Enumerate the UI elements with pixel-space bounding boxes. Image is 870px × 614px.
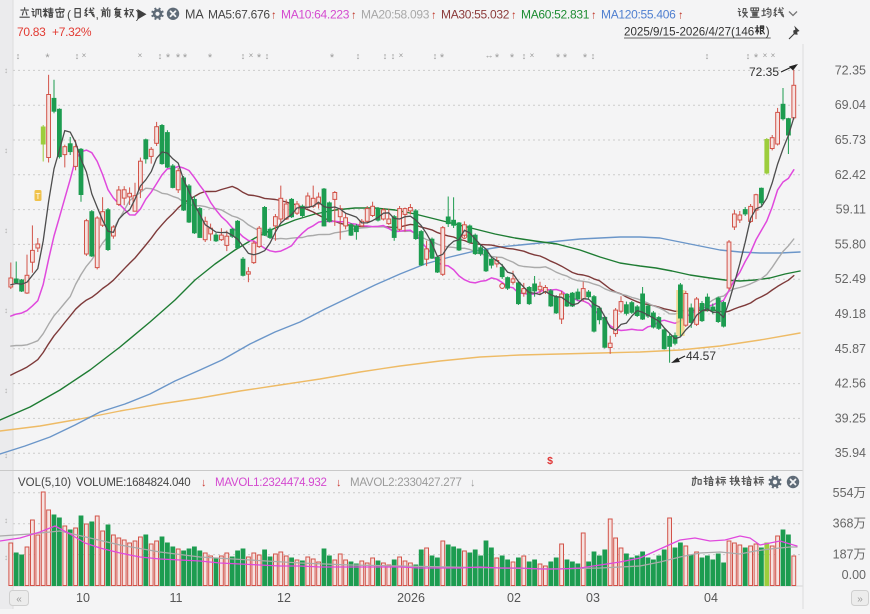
svg-text:↕: ↕ (16, 51, 21, 61)
svg-text:*: * (45, 52, 50, 64)
svg-text:↕: ↕ (4, 516, 8, 525)
svg-text:*: * (330, 52, 335, 64)
svg-text:70.83: 70.83 (17, 25, 46, 39)
svg-text:↕: ↕ (4, 226, 8, 235)
svg-text:↕: ↕ (4, 66, 8, 75)
svg-text:35.94: 35.94 (835, 446, 866, 460)
svg-text:03: 03 (586, 591, 600, 605)
svg-text:×: × (399, 51, 404, 60)
svg-text:↕: ↕ (522, 51, 527, 61)
svg-text:T: T (36, 192, 41, 201)
svg-text:04: 04 (704, 591, 718, 605)
svg-text:×: × (82, 51, 87, 60)
svg-text:↓: ↓ (470, 477, 476, 489)
svg-text:*: * (440, 52, 445, 64)
svg-text:↓: ↓ (336, 477, 342, 489)
svg-text:↕: ↕ (4, 553, 8, 562)
svg-text:02: 02 (507, 591, 521, 605)
svg-text:↕: ↕ (433, 51, 438, 61)
svg-text:«: « (16, 594, 22, 605)
svg-text:62.42: 62.42 (835, 168, 866, 182)
svg-text:72.35: 72.35 (749, 65, 779, 79)
svg-text:*: * (495, 52, 500, 64)
svg-text:MA20:58.093: MA20:58.093 (361, 8, 430, 22)
svg-text:10: 10 (76, 591, 90, 605)
svg-text:MAVOL2:2330427.277: MAVOL2:2330427.277 (350, 477, 462, 489)
svg-text:↑: ↑ (271, 10, 277, 22)
svg-text:*: * (257, 52, 262, 64)
svg-text:↕: ↕ (241, 51, 246, 61)
svg-text:2026: 2026 (397, 591, 425, 605)
svg-text:×: × (249, 51, 254, 60)
svg-text:554万: 554万 (833, 486, 866, 500)
svg-text:39.25: 39.25 (835, 411, 866, 425)
svg-text:44.57: 44.57 (686, 349, 716, 363)
svg-text:65.73: 65.73 (835, 133, 866, 147)
svg-text:*: * (563, 52, 568, 64)
svg-text:↕: ↕ (75, 51, 80, 61)
svg-text:↔: ↔ (485, 50, 494, 60)
svg-text:*: * (208, 52, 213, 64)
svg-text:*: * (166, 52, 171, 64)
svg-text:»: » (857, 594, 863, 605)
svg-text:↑: ↑ (511, 10, 517, 22)
svg-text:↕: ↕ (265, 51, 270, 61)
svg-text:MA10:64.223: MA10:64.223 (281, 8, 350, 22)
svg-text:MA30:55.032: MA30:55.032 (441, 8, 510, 22)
svg-text:52.49: 52.49 (835, 272, 866, 286)
svg-text:×: × (771, 51, 776, 60)
svg-text:): ) (766, 27, 770, 39)
svg-text:69.04: 69.04 (835, 98, 866, 112)
svg-text:VOL(5,10): VOL(5,10) (18, 477, 71, 489)
svg-text:0.00: 0.00 (842, 568, 866, 582)
svg-text:MA120:55.406: MA120:55.406 (601, 8, 676, 22)
svg-text:×: × (138, 51, 143, 60)
svg-text:59.11: 59.11 (836, 203, 866, 217)
svg-text:↓: ↓ (201, 477, 207, 489)
svg-text:,: , (96, 8, 99, 22)
svg-text:12: 12 (277, 591, 291, 605)
svg-text:↑: ↑ (431, 10, 437, 22)
svg-text:2025/9/15-2026/4/27(146: 2025/9/15-2026/4/27(146 (624, 26, 754, 39)
svg-text:↑: ↑ (591, 10, 597, 22)
svg-text:45.87: 45.87 (835, 342, 866, 356)
svg-text:↕: ↕ (591, 51, 596, 61)
svg-text:↕: ↕ (383, 51, 388, 61)
svg-text:VOLUME:1684824.040: VOLUME:1684824.040 (76, 477, 190, 489)
svg-text:72.35: 72.35 (835, 63, 866, 77)
svg-text:368万: 368万 (833, 517, 866, 531)
svg-text:MAVOL1:2324474.932: MAVOL1:2324474.932 (215, 477, 327, 489)
svg-text:187万: 187万 (833, 548, 866, 562)
svg-text:↕: ↕ (746, 51, 751, 61)
svg-text:↕: ↕ (705, 51, 710, 61)
svg-text:55.80: 55.80 (835, 237, 866, 251)
svg-text:*: * (183, 52, 188, 64)
svg-text:*: * (510, 52, 515, 64)
svg-text:↕: ↕ (4, 146, 8, 155)
svg-text:↕: ↕ (4, 386, 8, 395)
svg-text:42.56: 42.56 (835, 377, 866, 391)
svg-text:+7.32%: +7.32% (52, 25, 92, 39)
svg-text:↕: ↕ (4, 451, 8, 460)
svg-text:×: × (763, 51, 768, 60)
svg-text:×: × (530, 51, 535, 60)
svg-text:↕: ↕ (158, 51, 163, 61)
svg-text:MA5:67.676: MA5:67.676 (208, 8, 270, 22)
svg-text:*: * (754, 52, 759, 64)
svg-text:MA60:52.831: MA60:52.831 (521, 8, 590, 22)
svg-text:49.18: 49.18 (835, 307, 866, 321)
svg-text:↑: ↑ (351, 10, 357, 22)
svg-text:*: * (176, 52, 181, 64)
svg-text:MA: MA (185, 8, 204, 22)
svg-text:*: * (583, 52, 588, 64)
svg-text:*: * (556, 52, 561, 64)
svg-text:↑: ↑ (678, 10, 684, 22)
svg-text:↕: ↕ (391, 51, 396, 61)
svg-text:(: ( (67, 8, 71, 22)
svg-text:↕: ↕ (356, 51, 361, 61)
svg-text:11: 11 (170, 591, 183, 605)
svg-text:↕: ↕ (4, 306, 8, 315)
svg-text:$: $ (547, 455, 553, 467)
